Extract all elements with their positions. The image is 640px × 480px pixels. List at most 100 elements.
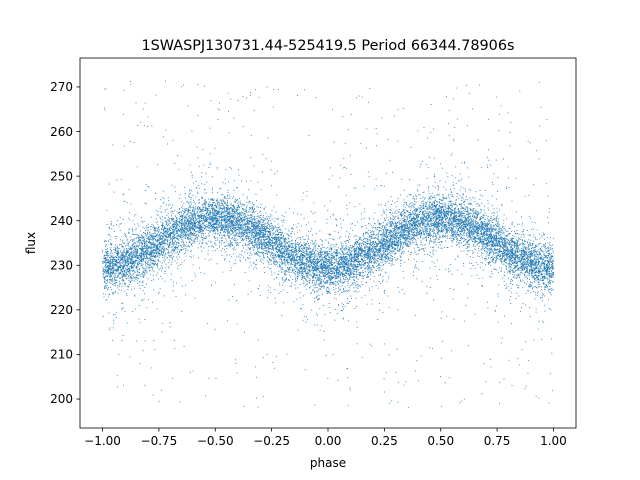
data-point: [185, 232, 187, 234]
data-point: [212, 213, 214, 215]
data-point: [530, 255, 532, 257]
data-point: [377, 219, 379, 221]
data-point: [354, 263, 355, 265]
data-point: [234, 213, 236, 215]
data-point: [364, 257, 366, 259]
data-point: [287, 237, 289, 239]
data-point: [151, 239, 153, 240]
data-point: [405, 243, 406, 245]
data-point: [238, 216, 240, 218]
data-point: [472, 257, 474, 258]
data-point: [246, 97, 248, 99]
data-point: [298, 243, 300, 245]
data-point: [450, 191, 452, 193]
data-point: [217, 221, 219, 223]
data-point: [462, 227, 463, 229]
data-point: [360, 264, 362, 266]
data-point: [144, 202, 146, 204]
data-point: [246, 215, 248, 217]
data-point: [307, 275, 309, 276]
data-point: [301, 254, 303, 256]
data-point: [389, 222, 391, 224]
data-point: [456, 224, 457, 226]
data-point: [146, 258, 148, 259]
data-point: [230, 217, 232, 219]
data-point: [337, 263, 338, 265]
data-point: [462, 229, 464, 231]
data-point: [291, 261, 293, 263]
data-point: [521, 266, 523, 268]
data-point: [313, 287, 315, 289]
data-point: [109, 278, 111, 280]
data-point: [472, 108, 474, 110]
data-point: [453, 203, 454, 205]
data-point: [504, 228, 506, 230]
data-point: [370, 253, 372, 255]
data-point: [391, 243, 393, 245]
data-point: [549, 275, 551, 277]
data-point: [518, 238, 520, 240]
data-point: [201, 225, 203, 227]
data-point: [387, 256, 389, 258]
data-point: [226, 204, 228, 206]
data-point: [430, 201, 432, 203]
data-point: [185, 252, 187, 254]
data-point: [181, 229, 183, 231]
data-point: [369, 241, 371, 243]
data-point: [522, 265, 524, 267]
data-point: [407, 225, 409, 227]
data-point: [372, 252, 374, 254]
data-point: [223, 207, 225, 208]
data-point: [521, 216, 523, 218]
data-point: [447, 207, 448, 209]
data-point: [386, 231, 388, 233]
data-point: [503, 249, 505, 251]
data-point: [142, 266, 144, 268]
data-point: [113, 258, 115, 260]
data-point: [452, 229, 453, 231]
data-point: [202, 210, 203, 212]
data-point: [494, 242, 496, 244]
data-point: [275, 238, 277, 240]
data-point: [536, 229, 538, 231]
data-point: [525, 272, 527, 273]
data-point: [406, 215, 408, 217]
data-point: [313, 275, 315, 276]
data-point: [401, 289, 403, 290]
data-point: [508, 242, 510, 244]
data-point: [455, 234, 457, 236]
data-point: [180, 201, 182, 203]
data-point: [162, 268, 163, 270]
data-point: [208, 377, 210, 379]
data-point: [468, 230, 470, 232]
data-point: [549, 275, 551, 277]
data-point: [258, 219, 260, 221]
data-point: [508, 256, 510, 258]
data-point: [205, 173, 207, 175]
data-point: [147, 263, 148, 265]
data-point: [495, 269, 497, 271]
data-point: [446, 315, 448, 317]
data-point: [348, 256, 350, 258]
data-point: [453, 224, 455, 226]
data-point: [115, 290, 117, 292]
data-point: [176, 256, 178, 258]
data-point: [319, 230, 321, 232]
data-point: [114, 256, 116, 258]
data-point: [385, 261, 387, 262]
data-point: [236, 205, 238, 207]
data-point: [140, 262, 142, 264]
data-point: [128, 231, 130, 233]
data-point: [146, 255, 147, 256]
data-point: [196, 222, 198, 223]
data-point: [349, 270, 351, 272]
data-point: [131, 239, 133, 241]
data-point: [229, 214, 231, 216]
data-point: [213, 225, 215, 227]
data-point: [448, 195, 450, 197]
data-point: [541, 263, 543, 265]
data-point: [331, 260, 333, 262]
data-point: [157, 215, 159, 217]
data-point: [119, 281, 120, 283]
data-point: [498, 241, 499, 243]
